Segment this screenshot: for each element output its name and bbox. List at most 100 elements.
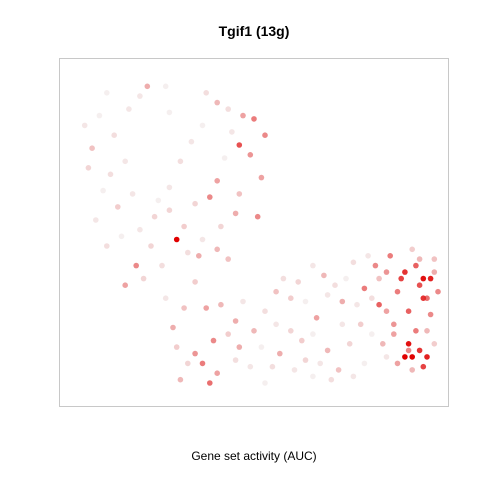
scatter-point: [85, 165, 92, 171]
scatter-point: [162, 83, 169, 90]
scatter-point: [420, 295, 427, 302]
scatter-point: [391, 321, 397, 328]
scatter-point: [288, 295, 294, 302]
scatter-point: [376, 275, 382, 282]
scatter-point: [129, 191, 136, 197]
scatter-point: [291, 367, 298, 373]
scatter-point: [321, 272, 327, 279]
scatter-point: [218, 223, 224, 230]
scatter-point: [343, 275, 349, 282]
scatter-point: [155, 197, 162, 204]
scatter-point: [405, 341, 412, 347]
scatter-point: [232, 357, 239, 363]
scatter-point: [391, 331, 397, 337]
scatter-point: [302, 357, 309, 363]
scatter-point: [394, 288, 401, 295]
scatter-point: [424, 354, 430, 360]
scatter-point: [383, 269, 390, 275]
scatter-point: [427, 311, 434, 318]
scatter-point: [313, 315, 320, 321]
scatter-point: [188, 138, 195, 145]
scatter-point: [357, 321, 364, 328]
scatter-point: [232, 318, 239, 324]
scatter-point: [335, 367, 342, 373]
scatter-point: [177, 376, 184, 383]
scatter-point: [299, 337, 305, 344]
scatter-point: [350, 373, 357, 380]
scatter-point: [251, 328, 257, 334]
scatter-point: [254, 213, 261, 220]
scatter-point: [126, 106, 132, 112]
scatter-point: [199, 122, 206, 129]
scatter-point: [288, 328, 294, 334]
scatter-point: [269, 363, 276, 370]
scatter-point: [173, 344, 180, 350]
scatter-point: [214, 370, 220, 377]
scatter-point: [365, 253, 371, 259]
scatter-point: [273, 321, 279, 328]
scatter-point: [214, 246, 220, 253]
scatter-point: [199, 360, 206, 367]
scatter-point: [361, 360, 368, 367]
scatter-point: [118, 233, 125, 240]
scatter-point: [372, 262, 379, 269]
chart-title: Tgif1 (13g): [219, 23, 290, 39]
scatter-point: [181, 305, 187, 311]
scatter-point: [199, 236, 206, 243]
scatter-point: [420, 275, 427, 282]
scatter-point: [350, 259, 357, 266]
scatter-point: [81, 122, 88, 129]
scatter-point: [405, 347, 412, 354]
scatter-point: [104, 243, 110, 249]
scatter-point: [409, 367, 416, 373]
scatter-point: [328, 376, 335, 383]
scatter-point: [89, 145, 95, 151]
scatter-point: [137, 93, 143, 99]
scatter-point: [192, 279, 198, 285]
scatter-point: [240, 112, 246, 119]
scatter-point: [416, 256, 423, 262]
scatter-point: [196, 253, 202, 259]
scatter-point: [262, 380, 268, 386]
scatter-point: [236, 142, 243, 148]
scatter-point: [394, 360, 401, 367]
scatter-point: [310, 331, 316, 337]
scatter-point: [431, 256, 438, 262]
scatter-point: [122, 282, 128, 289]
scatter-point: [413, 262, 419, 269]
scatter-point: [100, 187, 106, 194]
scatter-point: [295, 279, 302, 285]
scatter-point: [218, 301, 224, 308]
scatter-point: [137, 226, 143, 233]
scatter-point: [140, 275, 147, 282]
scatter-point: [431, 269, 438, 275]
scatter-point: [302, 298, 309, 305]
scatter-point: [107, 171, 114, 178]
scatter-point: [324, 292, 331, 298]
scatter-point: [203, 305, 209, 311]
scatter-point: [317, 360, 324, 367]
scatter-point: [310, 262, 316, 269]
scatter-point: [173, 236, 180, 243]
plot-frame: [59, 58, 449, 407]
scatter-point: [361, 285, 368, 292]
scatter-point: [346, 341, 353, 347]
scatter-point: [185, 249, 191, 256]
x-axis-label: Gene set activity (AUC): [191, 449, 316, 463]
scatter-point: [166, 207, 173, 213]
scatter-points: [81, 83, 441, 386]
scatter-point: [402, 354, 408, 360]
scatter-point: [247, 152, 254, 158]
scatter-point: [159, 262, 165, 269]
scatter-point: [354, 301, 360, 308]
scatter-point: [229, 129, 235, 135]
scatter-point: [115, 204, 121, 210]
scatter-point: [369, 331, 375, 337]
scatter-point: [240, 298, 246, 305]
scatter-point: [203, 90, 209, 96]
scatter-point: [262, 308, 268, 315]
scatter-point: [416, 282, 423, 289]
scatter-point: [151, 213, 158, 220]
scatter-point: [192, 200, 198, 207]
scatter-point: [262, 132, 268, 138]
